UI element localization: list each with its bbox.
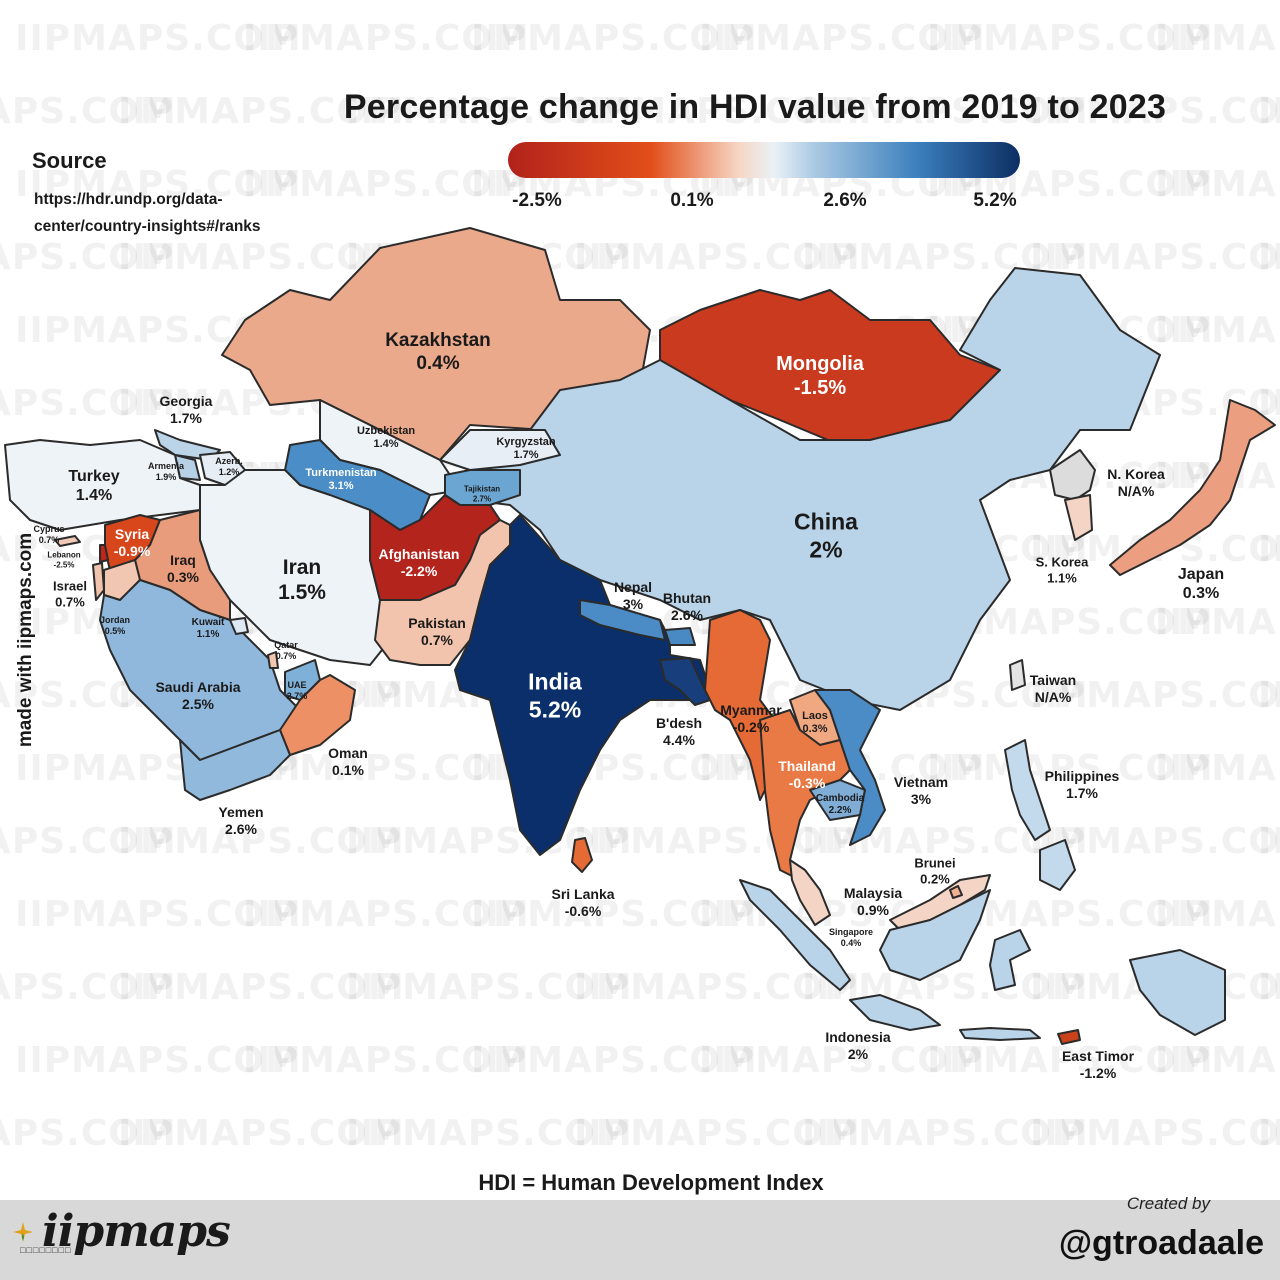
label-mongolia: Mongolia -1.5% <box>776 353 864 399</box>
legend-color-bar <box>508 142 1020 178</box>
label-turkey: Turkey 1.4% <box>68 467 120 504</box>
label-qatar: Qatar 0.7% <box>274 640 298 661</box>
region-indonesia-java <box>849 994 941 1031</box>
label-thailand: Thailand -0.3% <box>778 758 836 791</box>
label-kuwait: Kuwait 1.1% <box>191 617 225 640</box>
label-tajikistan: Tajikistan 2.7% <box>463 484 501 503</box>
region-thailand <box>759 709 851 881</box>
label-india: India 5.2% <box>528 668 582 722</box>
label-yemen: Yemen 2.6% <box>218 804 264 837</box>
region-indonesia-islands <box>959 1027 1041 1041</box>
label-north-korea: N. Korea N/A% <box>1107 466 1165 499</box>
label-bangladesh: B'desh 4.4% <box>655 715 703 748</box>
region-indonesia-sumatra <box>739 879 851 991</box>
label-oman: Oman 0.1% <box>328 745 368 778</box>
label-afghanistan: Afghanistan -2.2% <box>378 546 460 579</box>
label-jordan: Jordan 0.5% <box>99 615 131 636</box>
label-iran: Iran 1.5% <box>278 555 326 604</box>
label-japan: Japan 0.3% <box>1177 565 1225 602</box>
hdi-footnote: HDI = Human Development Index <box>478 1170 824 1195</box>
label-indonesia: Indonesia 2% <box>825 1029 891 1062</box>
region-cyprus <box>54 535 81 547</box>
created-by-label: Created by <box>1126 1194 1210 1213</box>
region-philippines-south <box>1039 839 1076 891</box>
label-cyprus: Cyprus 0.7% <box>33 524 65 545</box>
region-indonesia-borneo <box>879 889 991 981</box>
label-singapore: Singapore 0.4% <box>828 927 874 948</box>
region-taiwan <box>1009 659 1026 691</box>
label-azerbaijan: Azerb. 1.2% <box>215 456 243 477</box>
region-sri-lanka <box>571 837 593 873</box>
label-uzbekistan: Uzbekistan 1.4% <box>356 424 416 450</box>
label-israel: Israel 0.7% <box>53 578 87 609</box>
label-east-timor: East Timor -1.2% <box>1061 1048 1135 1081</box>
region-bhutan <box>664 627 696 646</box>
iipmaps-logo[interactable]: iipmaps <box>12 1206 231 1257</box>
label-laos: Laos 0.3% <box>802 709 828 735</box>
region-east-timor <box>1057 1029 1081 1045</box>
region-qatar <box>267 651 279 669</box>
label-brunei: Brunei 0.2% <box>914 855 956 886</box>
label-philippines: Philippines 1.7% <box>1044 768 1120 801</box>
region-kuwait <box>229 617 249 635</box>
label-kazakhstan: Kazakhstan 0.4% <box>385 330 491 374</box>
label-armenia: Armenia 1.9% <box>147 461 185 482</box>
label-syria: Syria -0.9% <box>113 526 151 559</box>
region-lebanon <box>99 544 109 563</box>
source-url[interactable]: https://hdr.undp.org/data-center/country… <box>34 191 261 235</box>
label-uae: UAE 2.7% <box>286 680 308 701</box>
region-israel <box>92 562 105 601</box>
label-iraq: Iraq 0.3% <box>167 552 199 585</box>
sparkle-icon <box>13 1221 33 1242</box>
region-nepal <box>579 599 666 641</box>
region-japan <box>1109 399 1276 576</box>
label-turkmenistan: Turkmenistan 3.1% <box>305 466 377 492</box>
map-title: Percentage change in HDI value from 2019… <box>343 88 1167 126</box>
logo-tagline: □□□□□□□□ <box>20 1245 72 1255</box>
region-south-korea <box>1064 494 1093 541</box>
logo-text: iipmaps <box>42 1206 231 1257</box>
label-myanmar: Myanmar -0.2% <box>720 702 782 735</box>
region-vietnam <box>814 689 886 846</box>
label-vietnam: Vietnam 3% <box>893 774 949 807</box>
made-with-credit: made with iipmaps.com <box>15 532 36 748</box>
region-brunei <box>949 885 963 899</box>
legend-tick-4: 5.2% <box>973 190 1017 211</box>
label-sri-lanka: Sri Lanka -0.6% <box>551 886 615 919</box>
region-yemen <box>179 729 291 801</box>
label-malaysia: Malaysia 0.9% <box>843 885 903 918</box>
legend-tick-3: 2.6% <box>823 190 867 211</box>
label-saudi-arabia: Saudi Arabia 2.5% <box>155 679 241 712</box>
footer-band <box>0 1200 1280 1280</box>
region-bangladesh <box>659 657 711 706</box>
label-nepal: Nepal 3% <box>613 579 653 612</box>
legend-tick-1: -2.5% <box>512 190 562 211</box>
region-indonesia-sulawesi <box>989 929 1031 991</box>
label-lebanon: Lebanon -2.5% <box>47 550 81 569</box>
legend-tick-2: 0.1% <box>670 190 714 211</box>
label-cambodia: Cambodia 2.2% <box>815 793 865 816</box>
creator-handle[interactable]: @gtroadaale <box>1058 1224 1264 1262</box>
label-south-korea: S. Korea 1.1% <box>1035 554 1089 585</box>
label-kyrgyzstan: Kyrgyzstan 1.7% <box>496 435 556 461</box>
region-malaysia <box>789 859 831 926</box>
label-taiwan: Taiwan N/A% <box>1029 672 1077 705</box>
asia-map <box>4 227 1276 1045</box>
label-bhutan: Bhutan 2.6% <box>662 590 712 623</box>
region-north-korea <box>1049 449 1096 501</box>
region-indonesia-papua <box>1129 949 1226 1036</box>
region-philippines <box>1004 739 1051 841</box>
label-georgia: Georgia 1.7% <box>159 393 213 426</box>
source-title: Source <box>32 148 107 173</box>
label-pakistan: Pakistan 0.7% <box>408 615 466 648</box>
label-china: China 2% <box>794 508 858 562</box>
